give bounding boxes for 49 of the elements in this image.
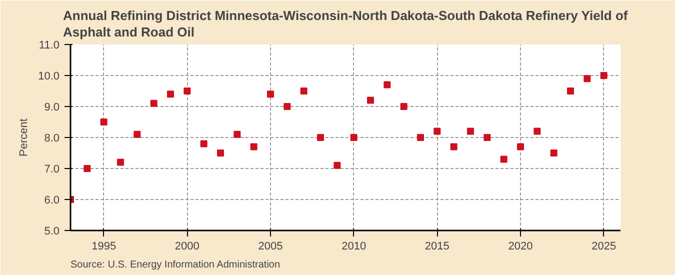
point <box>534 128 541 135</box>
point <box>267 90 274 98</box>
x-tick-label: 2005 <box>258 240 283 252</box>
chart-title: Annual Refining District Minnesota-Wisconsin-North Dakota-South Dakota Refinery Yield of Asphalt and Road Oil <box>63 8 628 40</box>
y-tick-label: 8.0 <box>44 132 60 144</box>
point <box>117 158 124 166</box>
source-note: Source: U.S. Energy Information Administration <box>70 260 280 270</box>
y-tick-label: 11.0 <box>38 40 60 52</box>
point <box>250 143 258 150</box>
point <box>317 134 324 141</box>
point <box>417 134 424 141</box>
point <box>550 150 558 156</box>
point <box>350 134 358 141</box>
y-tick-label: 5.0 <box>44 226 60 238</box>
point <box>100 118 108 126</box>
x-tick-label: 2025 <box>592 240 616 252</box>
point <box>500 156 508 163</box>
point <box>300 88 308 94</box>
point <box>384 81 391 88</box>
y-axis-title: Percent <box>18 118 30 156</box>
x-tick-label: 1995 <box>92 240 116 252</box>
point <box>517 143 524 150</box>
x-tick-label: 2015 <box>424 240 450 252</box>
point <box>584 75 591 82</box>
y-tick-label: 7.0 <box>44 164 60 176</box>
x-tick-label: 2000 <box>174 240 200 252</box>
point <box>367 96 374 104</box>
point <box>200 140 208 148</box>
point <box>484 134 491 141</box>
x-tick-label: 2010 <box>342 240 366 252</box>
point <box>600 72 608 79</box>
point <box>217 150 224 156</box>
point <box>84 165 91 172</box>
y-tick-label: 6.0 <box>44 194 60 206</box>
point <box>234 130 241 138</box>
point <box>400 103 408 110</box>
point <box>334 162 341 169</box>
y-tick-label: 9.0 <box>44 102 60 114</box>
y-tick-label: 10.0 <box>38 70 60 82</box>
x-tick-label: 2020 <box>508 240 533 252</box>
point <box>184 88 191 94</box>
point <box>284 103 291 110</box>
point <box>167 90 174 98</box>
point <box>150 100 158 107</box>
point <box>134 130 141 138</box>
point <box>450 143 458 150</box>
point <box>467 128 474 135</box>
point <box>567 88 574 94</box>
point <box>434 128 441 135</box>
